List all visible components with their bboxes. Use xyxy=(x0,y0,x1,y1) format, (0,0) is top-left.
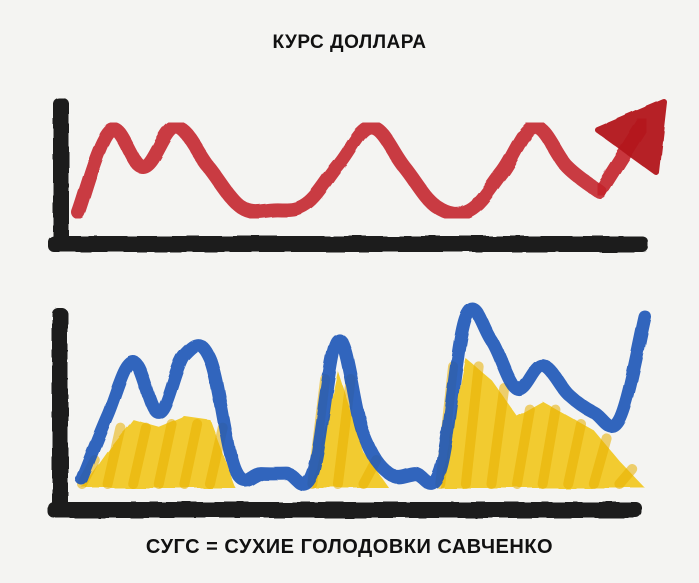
trend-arrow-head xyxy=(595,99,667,175)
dollar-rate-line xyxy=(71,120,607,221)
hunger-strike-hatch-21 xyxy=(614,464,638,489)
top-x-axis xyxy=(48,236,648,252)
hunger-strike-area xyxy=(82,358,645,488)
bottom-chart-title: СУГС = СУХИЕ ГОЛОДОВКИ САВЧЕНКО xyxy=(145,536,554,558)
top-chart-title: КУРС ДОЛЛАРА xyxy=(272,32,427,53)
top-chart-marks xyxy=(71,99,667,221)
hunger-strike-hatch-4 xyxy=(179,419,203,489)
sugs-line xyxy=(75,302,652,491)
bottom-chart-marks xyxy=(75,302,652,491)
hunger-strike-hatch-3 xyxy=(153,419,177,489)
hunger-strike-hatch-17 xyxy=(512,404,535,489)
bottom-y-axis xyxy=(52,308,68,514)
hunger-strike-hatch-20 xyxy=(588,433,612,489)
hunger-strike-hatch-1 xyxy=(102,422,126,489)
hunger-strike-hatch-2 xyxy=(128,422,151,489)
hunger-strike-hatch-19 xyxy=(563,419,587,489)
hunger-strike-hatch-16 xyxy=(486,383,510,489)
bottom-x-axis xyxy=(48,502,642,518)
hunger-strike-hatch-18 xyxy=(537,404,561,489)
hunger-strike-hatch-15 xyxy=(460,361,484,489)
top-y-axis xyxy=(53,98,69,244)
